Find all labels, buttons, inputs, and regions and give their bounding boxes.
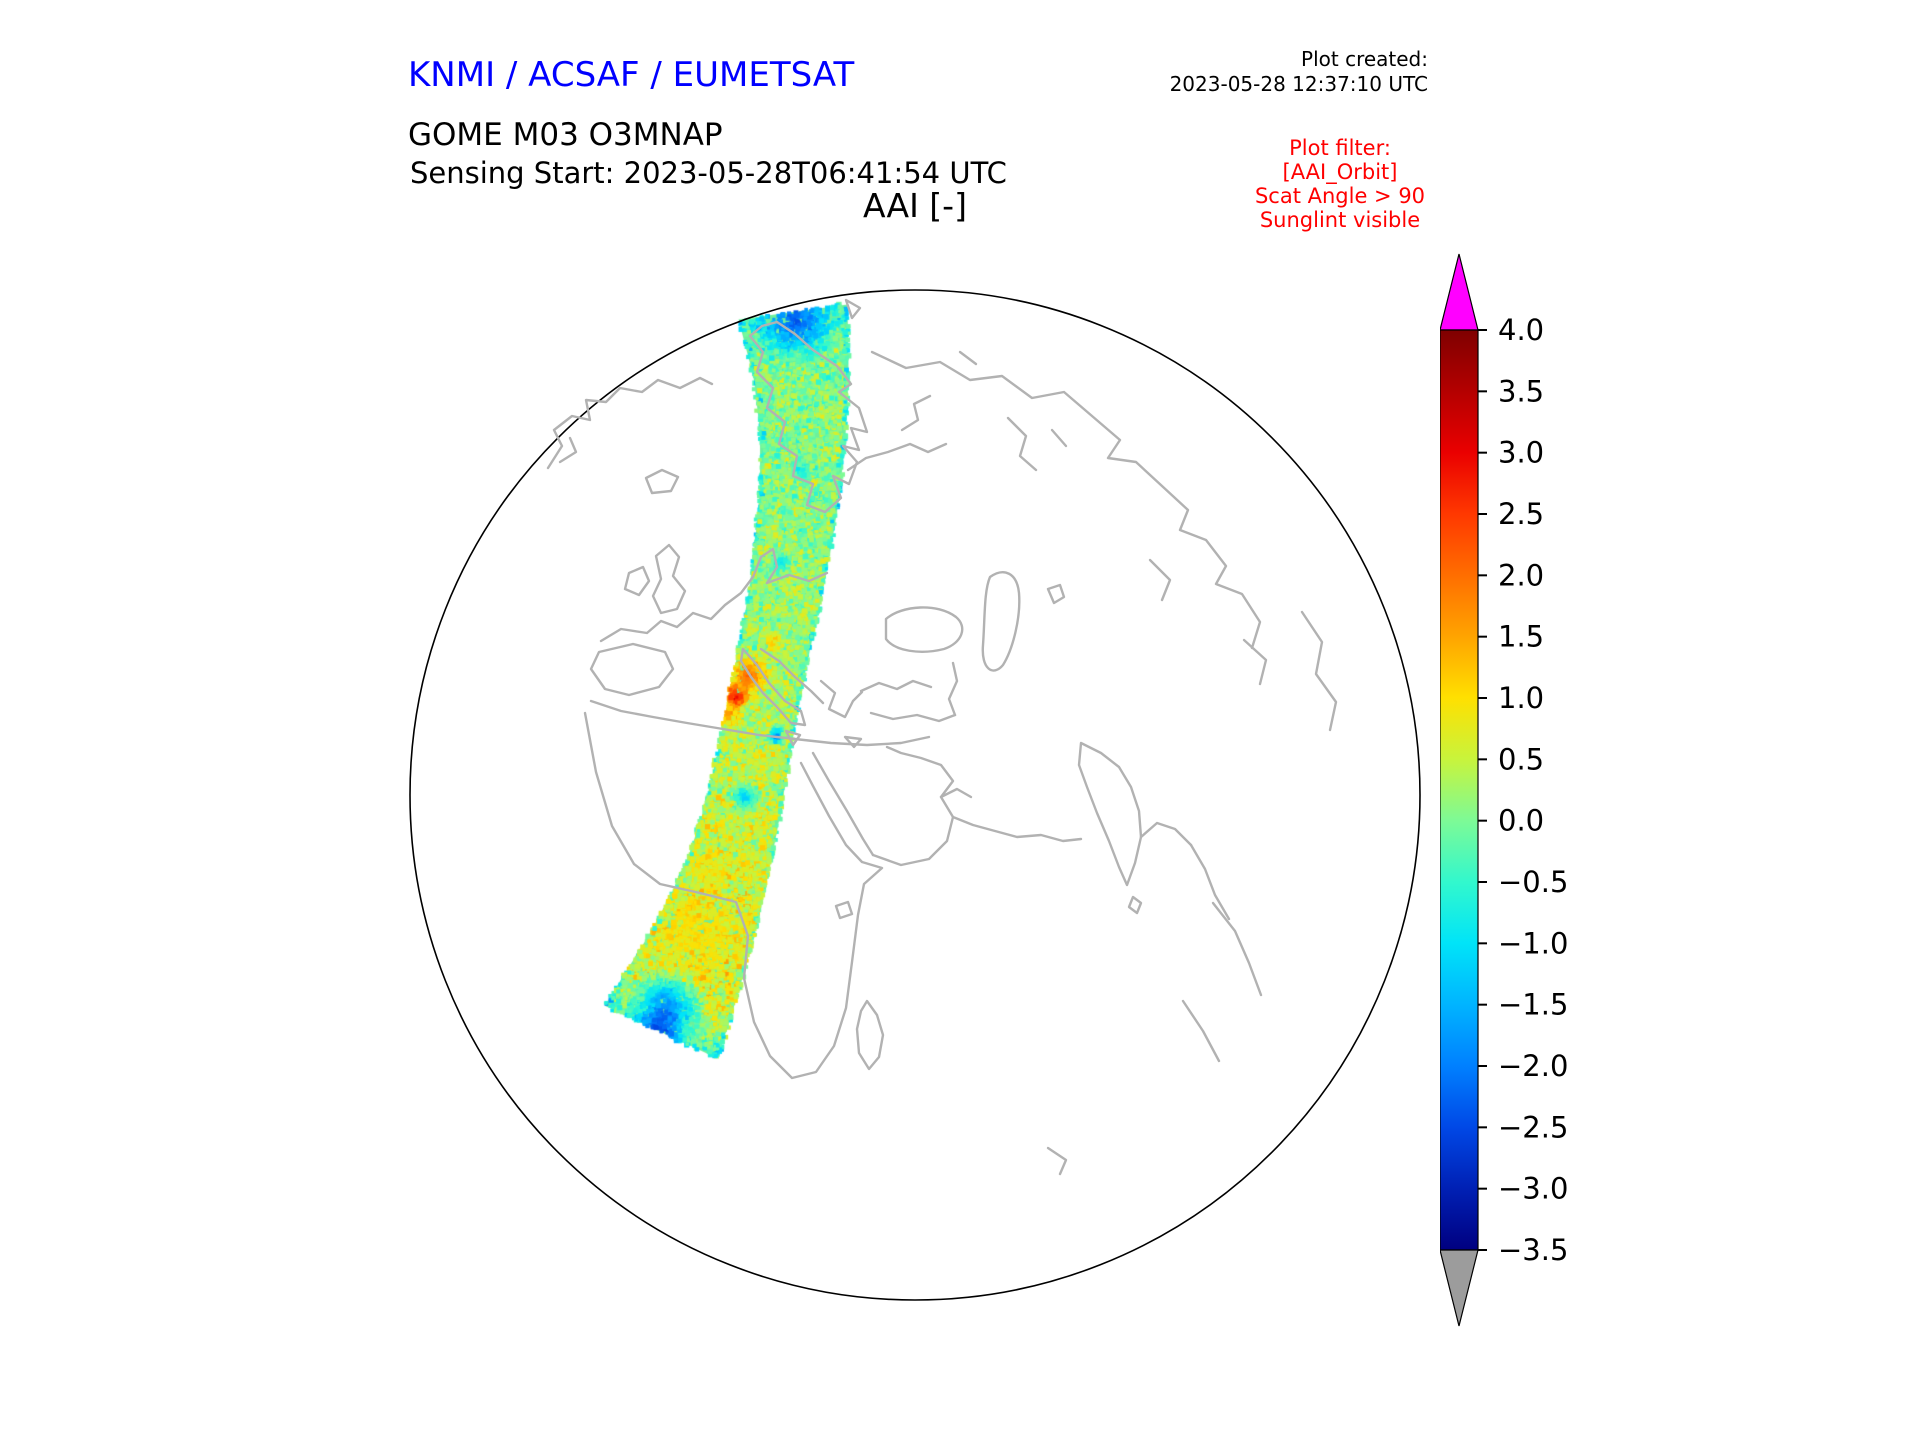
coastline-baltic [846,442,948,472]
coastline-indochina [1189,843,1231,921]
colorbar-tick-label: −2.5 [1498,1110,1568,1144]
coastline-india [1077,741,1143,887]
colorbar-tick-label: 3.0 [1498,436,1544,470]
colorbar-tick-label: −3.5 [1498,1233,1568,1267]
colorbar-ticks: 4.0 3.5 3.0 2.5 2.0 1.5 1.0 0.5 0.0 −0.5 −1.0 −1.5 −… [1478,313,1568,1267]
coastline-turkey-south [869,711,957,723]
colorbar-tick-label: −1.5 [1498,988,1568,1022]
colorbar-tick-label: 4.0 [1498,313,1544,347]
coastline-small-island [1046,1146,1068,1176]
coastline-great-britain [651,543,687,615]
coastline-asia-lake [1242,638,1268,686]
coastline-iberia [589,642,675,697]
coastline-greece [819,679,864,719]
plot-filter: Plot filter: [AAI_Orbit] Scat Angle > 90… [1190,136,1490,232]
plot-title: AAI [-] [863,186,967,225]
coastline-sri-lanka [1127,895,1143,915]
colorbar-tick-label: 2.5 [1498,497,1544,531]
coastline-italy [739,647,807,727]
coastline-denmark [751,547,779,585]
globe-outline [409,289,1421,1301]
coastline-asia-lake [1148,558,1172,602]
coastline-arctic-russia [870,350,1262,650]
plot-filter-line: Plot filter: [1289,136,1391,160]
colorbar-over-arrow [1440,253,1479,331]
colorbar-tick-label: 1.5 [1498,620,1544,654]
colorbar-tick-label: −1.0 [1498,926,1568,960]
colorbar-tick-label: −0.5 [1498,865,1568,899]
plot-created-value: 2023-05-28 12:37:10 UTC [1169,72,1428,96]
coastline-france-channel [599,575,755,643]
coastline-svalbard [844,298,862,320]
colorbar-tick-label: 1.0 [1498,681,1544,715]
coastline-persian-gulf [939,787,973,799]
plot-created: Plot created: 2023-05-28 12:37:10 UTC [1128,47,1428,97]
coastline-arabia [871,745,955,867]
coastline-black-sea [884,606,964,653]
coastline-lake-victoria [834,900,854,920]
coastline-greenland [546,376,714,470]
coastline-iran [951,815,1083,843]
coastline-north-africa [589,699,931,747]
coastline-aral-sea [1046,583,1066,605]
colorbar-tick-label: 3.5 [1498,374,1544,408]
coastline-red-sea-arabia [811,751,875,857]
colorbar-tick-label: 2.0 [1498,558,1544,592]
sensing-start: Sensing Start: 2023-05-28T06:41:54 UTC [410,156,1007,190]
coastline-arctic-island [958,350,978,366]
coastline-madagascar [855,999,885,1071]
coastline-bengal [1139,821,1193,847]
coastline-sumatra [1181,999,1221,1063]
coastline-ireland [623,565,651,597]
coastline-crete [843,735,863,749]
coastlines [546,298,1338,1176]
coastline-greenland-fjord [558,436,578,464]
product-title: GOME M03 O3MNAP [408,117,723,153]
coastline-se-asia [1211,901,1263,997]
coastline-east-asia [1300,610,1338,732]
colorbar: 4.0 3.5 3.0 2.5 2.0 1.5 1.0 0.5 0.0 −0.5 −1.0 −1.5 −… [1440,253,1568,1327]
plot-filter-line: Scat Angle > 90 [1254,184,1426,208]
plot-filter-line: [AAI_Orbit] [1282,160,1398,184]
coastline-arctic-island [1050,428,1068,448]
colorbar-gradient [1440,329,1479,1251]
coastline-levant [947,661,959,717]
coastline-turkey-north [859,679,933,693]
coastline-white-sea [900,394,932,432]
colorbar-tick-label: −3.0 [1498,1172,1568,1206]
plot-filter-line: Sunglint visible [1259,208,1421,232]
organisation-title: KNMI / ACSAF / EUMETSAT [408,55,855,95]
coastline-africa-outline [583,711,884,1080]
coastline-scandinavia [748,320,869,514]
coastline-caspian-sea [981,571,1021,672]
colorbar-tick-label: 0.5 [1498,742,1544,776]
coastline-novaya-zemlya [1006,416,1038,472]
colorbar-tick-label: −2.0 [1498,1049,1568,1083]
coastline-iceland [644,468,680,495]
colorbar-tick-label: 0.0 [1498,804,1544,838]
plot-created-label: Plot created: [1301,47,1428,71]
coastline-german-baltic [765,571,829,585]
colorbar-under-arrow [1440,1249,1479,1327]
coastline-adriatic [759,647,825,705]
